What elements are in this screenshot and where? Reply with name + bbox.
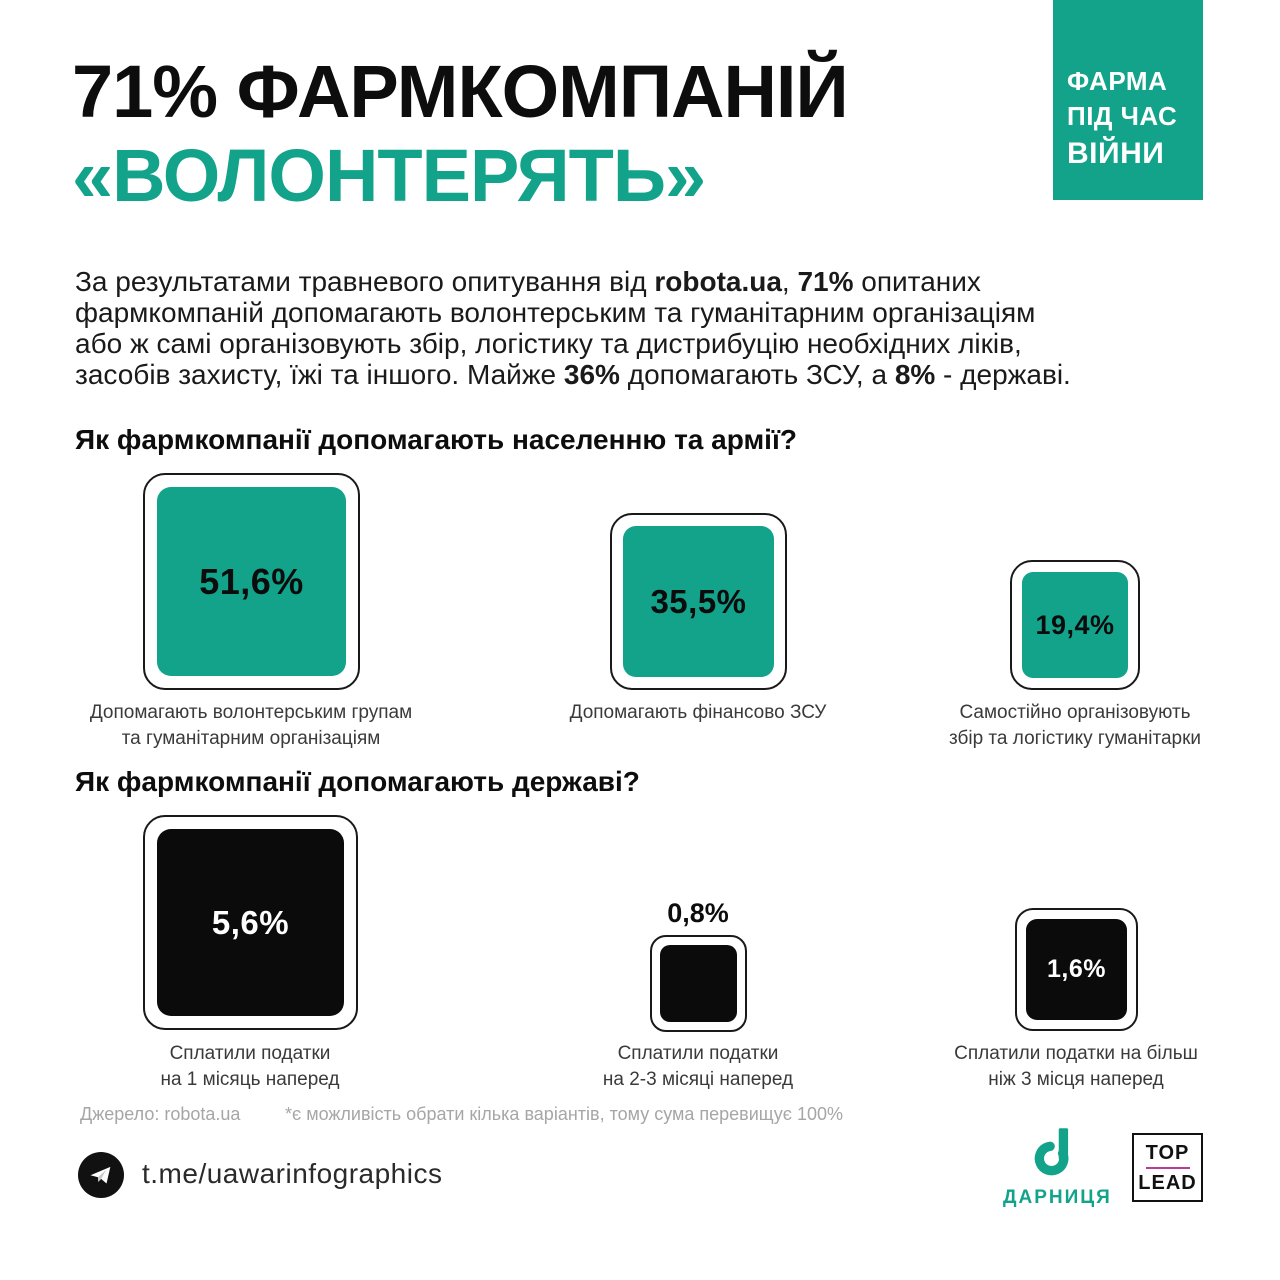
stat-square-black xyxy=(660,945,737,1022)
stat-label-tax-3plus-months: Сплатили податки на більш ніж 3 місця на… xyxy=(954,1043,1198,1090)
card-frame: 1,6% xyxy=(1015,908,1138,1031)
stat-square-black: 1,6% xyxy=(1026,919,1127,1020)
stat-value: 35,5% xyxy=(650,582,747,620)
stat-card-tax-1month: 5,6% xyxy=(143,815,358,1030)
methodology-note: *є можливість обрати кілька варіантів, т… xyxy=(285,1104,844,1124)
telegram-icon[interactable] xyxy=(78,1152,124,1198)
intro-line-2: фармкомпаній допомагають волонтерським т… xyxy=(75,297,1036,328)
card-frame: 51,6% xyxy=(143,473,360,690)
stat-card-volunteer-groups: 51,6% xyxy=(143,473,360,690)
stat-square-green: 51,6% xyxy=(157,487,346,676)
title-line-green: «ВОЛОНТЕРЯТЬ» xyxy=(72,134,706,217)
stat-value: 19,4% xyxy=(1035,609,1115,640)
card-frame xyxy=(650,935,747,1032)
darnytsia-wordmark: ДАРНИЦЯ xyxy=(1003,1187,1112,1208)
section2-heading: Як фармкомпанії допомагають державі? xyxy=(75,766,640,797)
card-frame: 5,6% xyxy=(143,815,358,1030)
stat-label-volunteer-groups: Допомагають волонтерським групам та гума… xyxy=(89,702,413,749)
stat-square-green: 35,5% xyxy=(623,526,774,677)
title-line-black: 71% ФАРМКОМПАНІЙ xyxy=(72,50,849,133)
source-note: Джерело: robota.ua xyxy=(80,1104,241,1124)
card-frame: 35,5% xyxy=(610,513,787,690)
stat-value: 51,6% xyxy=(199,560,304,602)
section1-heading: Як фармкомпанії допомагають населенню та… xyxy=(75,424,797,455)
card-frame: 19,4% xyxy=(1010,560,1140,690)
stat-value: 1,6% xyxy=(1047,955,1106,983)
badge-line-3: ВІЙНИ xyxy=(1067,137,1165,170)
pharma-war-badge: ФАРМА ПІД ЧАС ВІЙНИ xyxy=(1053,0,1203,200)
toplead-logo: TOP LEAD xyxy=(1132,1133,1203,1202)
intro-line-3: або ж самі організовують збір, логістику… xyxy=(75,328,1022,359)
darnytsia-logo: ДАРНИЦЯ xyxy=(1003,1128,1112,1209)
stat-square-black: 5,6% xyxy=(157,829,344,1016)
stat-label-tax-2-3months: Сплатили податки на 2-3 місяці наперед xyxy=(602,1043,794,1090)
telegram-handle[interactable]: t.me/uawarinfographics xyxy=(142,1158,443,1189)
stat-card-tax-2-3months xyxy=(650,935,747,1032)
stat-label-finance-army: Допомагають фінансово ЗСУ xyxy=(569,702,827,723)
toplead-lead: LEAD xyxy=(1138,1171,1197,1194)
intro-line-4: засобів захисту, їжі та іншого. Майже 36… xyxy=(75,359,1071,390)
stat-value: 5,6% xyxy=(211,903,290,941)
darnytsia-icon xyxy=(1034,1128,1069,1176)
stat-label-tax-1month: Сплатили податки на 1 місяць наперед xyxy=(160,1043,340,1090)
stat-card-tax-3plus-months: 1,6% xyxy=(1015,908,1138,1031)
paper-plane-icon xyxy=(90,1166,111,1184)
stat-value-above: 0,8% xyxy=(667,898,729,928)
badge-line-1: ФАРМА xyxy=(1067,66,1168,96)
toplead-divider xyxy=(1145,1166,1190,1169)
stat-label-self-logistics: Самостійно організовують збір та логісти… xyxy=(948,702,1202,749)
toplead-top: TOP xyxy=(1145,1141,1190,1164)
intro-paragraph: За результатами травневого опитування ві… xyxy=(75,266,1071,390)
page-title: 71% ФАРМКОМПАНІЙ «ВОЛОНТЕРЯТЬ» xyxy=(72,50,849,218)
intro-line-1: За результатами травневого опитування ві… xyxy=(75,266,981,297)
stat-square-green: 19,4% xyxy=(1022,572,1128,678)
badge-line-2: ПІД ЧАС xyxy=(1067,101,1178,131)
stat-card-self-logistics: 19,4% xyxy=(1010,560,1140,690)
stat-card-finance-army: 35,5% xyxy=(610,513,787,690)
